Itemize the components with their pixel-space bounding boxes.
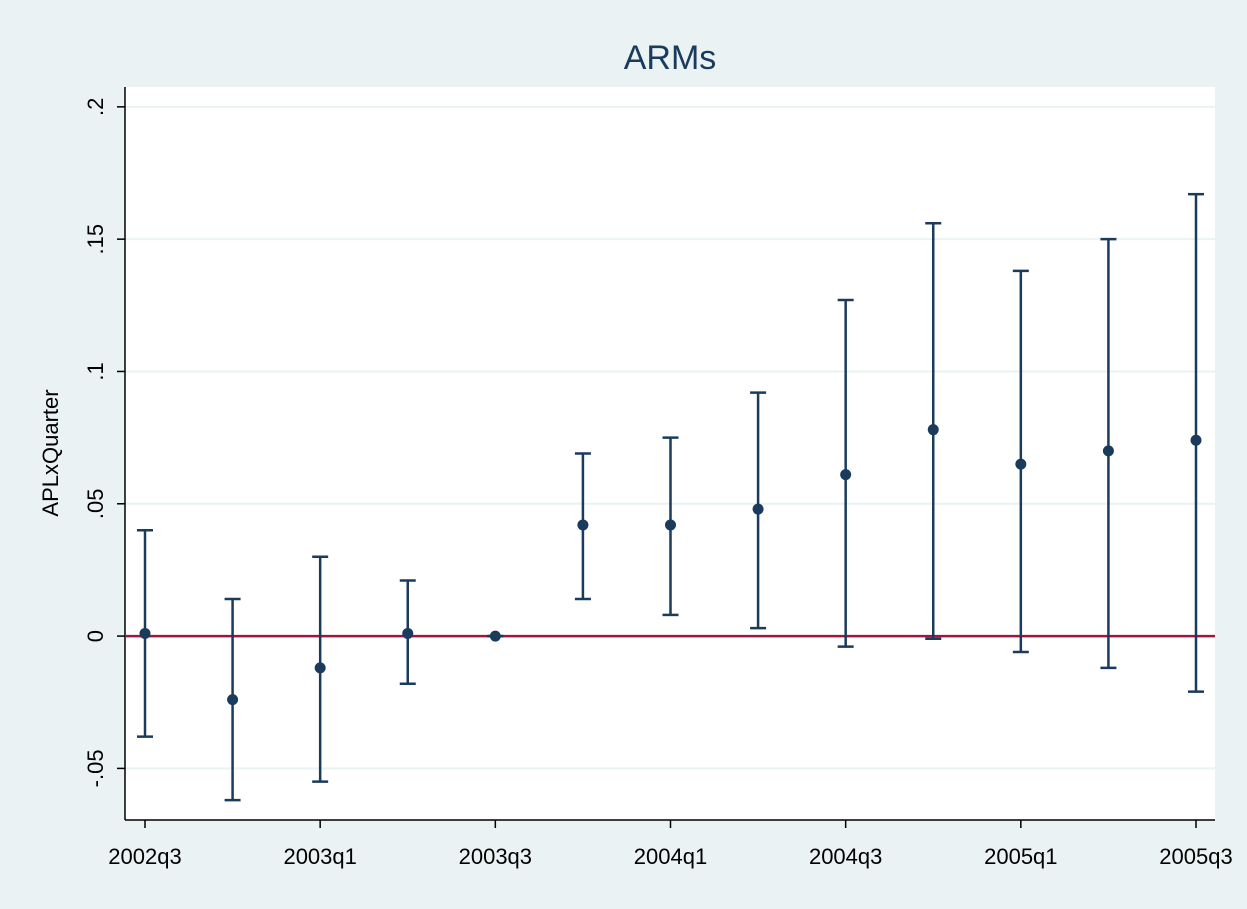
y-tick-label: .15 (83, 224, 108, 255)
x-tick-label: 2005q3 (1159, 844, 1232, 869)
y-tick-label: .1 (83, 362, 108, 380)
point (840, 469, 852, 481)
chart-title: ARMs (624, 39, 717, 77)
x-tick-label: 2005q1 (984, 844, 1057, 869)
y-tick-label: 0 (83, 630, 108, 642)
point (1102, 445, 1114, 457)
point (489, 630, 501, 642)
point (927, 424, 939, 436)
y-tick-label: .05 (83, 488, 108, 519)
x-tick-label: 2003q3 (459, 844, 532, 869)
x-tick-label: 2004q1 (634, 844, 707, 869)
point (139, 627, 151, 639)
point (577, 519, 589, 531)
point (314, 662, 326, 674)
x-tick-label: 2003q1 (283, 844, 356, 869)
point (1190, 434, 1202, 446)
y-tick-label: -.05 (83, 749, 108, 787)
x-tick-label: 2002q3 (108, 844, 181, 869)
x-tick-label: 2004q3 (809, 844, 882, 869)
point (1015, 458, 1027, 470)
point (665, 519, 676, 531)
y-axis-label: APLxQuarter (38, 389, 63, 516)
point (402, 627, 414, 639)
point (752, 503, 764, 515)
y-tick-label: .2 (83, 98, 108, 116)
point (227, 694, 239, 706)
